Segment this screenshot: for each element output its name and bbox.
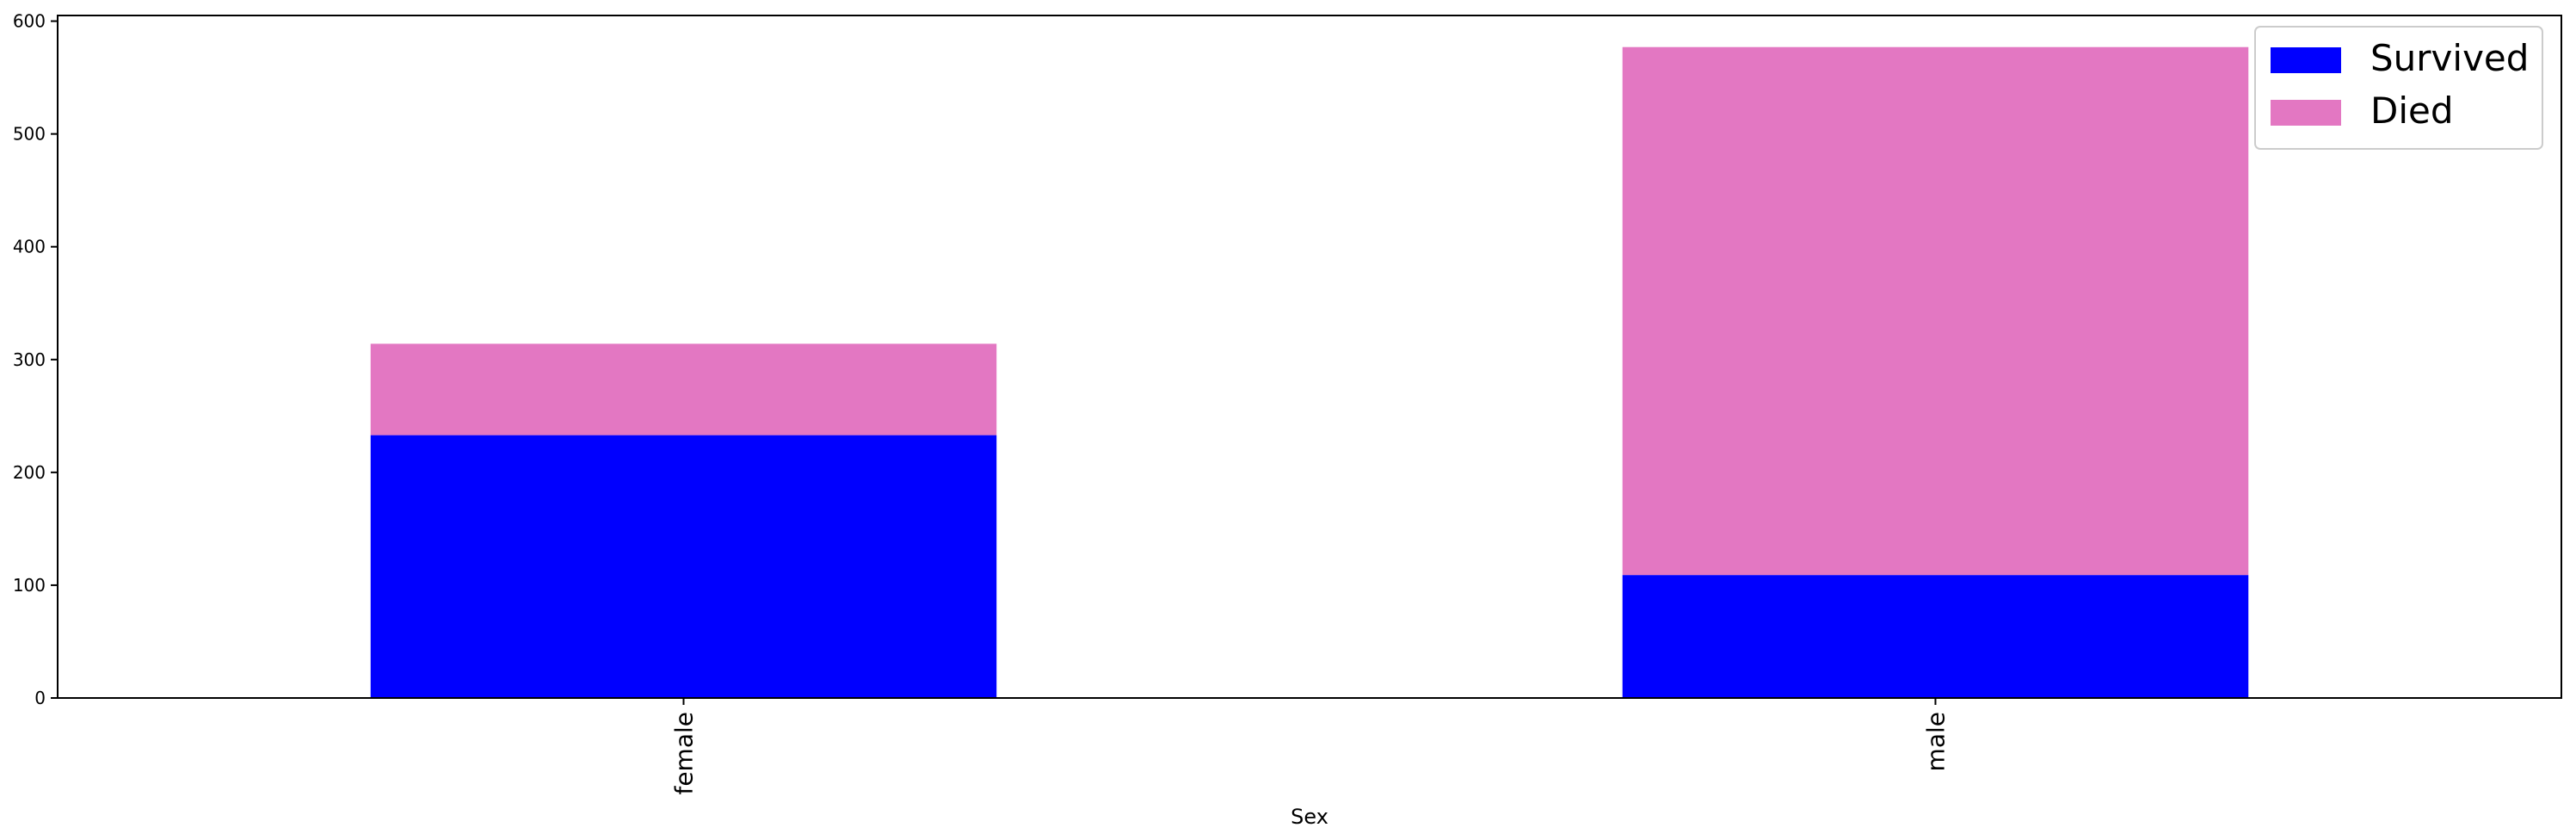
legend-label-survived: Survived [2370,37,2529,79]
bar-died-female [370,343,997,435]
y-axis: 0 100 200 300 400 500 600 [13,11,58,708]
legend-swatch-died [2271,100,2341,126]
bars [370,46,2249,698]
legend: Survived Died [2254,26,2543,150]
x-axis: female male [670,698,1950,795]
bar-survived-female [370,435,997,698]
legend-swatch-survived [2271,47,2341,73]
y-tick-label: 200 [13,462,46,483]
bar-survived-male [1622,575,2249,698]
x-axis-label: Sex [1291,805,1328,829]
y-tick-label: 400 [13,237,46,257]
y-tick-label: 500 [13,124,46,145]
y-tick-label: 100 [13,575,46,596]
x-tick-label-male: male [1922,712,1950,771]
plot-frame [57,15,2562,699]
y-tick-label: 600 [13,11,46,32]
legend-label-died: Died [2370,90,2454,132]
y-tick-label: 0 [34,688,46,708]
y-tick-label: 300 [13,349,46,370]
x-tick-label-female: female [670,712,699,795]
bar-died-male [1622,46,2249,576]
